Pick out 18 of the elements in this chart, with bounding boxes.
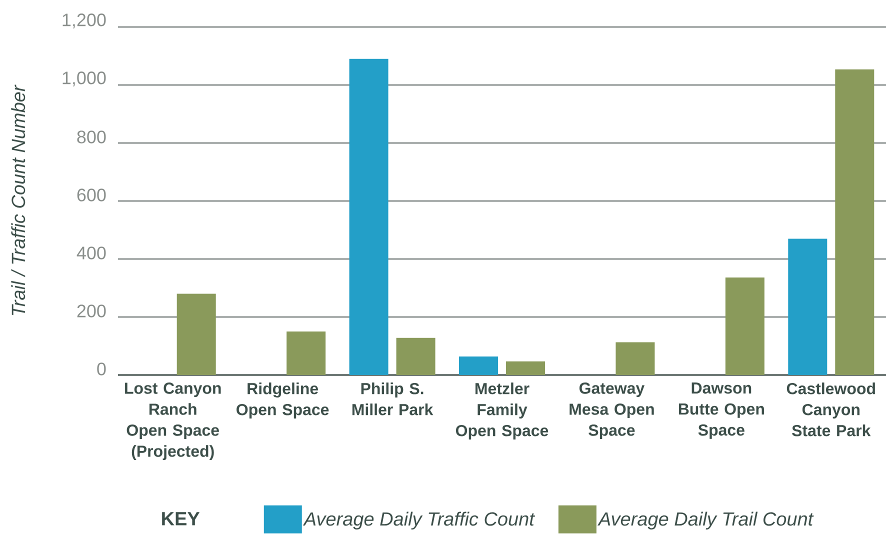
legend-label: Average Daily Trail Count — [598, 512, 814, 530]
x-tick-label: Lost Canyon Ranch Open Space (Projected) — [125, 382, 221, 460]
y-tick-label: 600 — [77, 188, 106, 202]
y-tick-label: 0 — [97, 362, 106, 376]
y-tick-label: 800 — [77, 130, 106, 144]
x-tick-label: Dawson Butte Open Space — [678, 382, 764, 439]
legend-title: KEY — [162, 512, 200, 526]
x-tick-label: Gateway Mesa Open Space — [570, 382, 654, 440]
y-axis-title: Trail / Traffic Count Number — [11, 84, 26, 316]
legend-label: Average Daily Traffic Count — [302, 512, 536, 530]
x-tick-label: Philip S. Miller Park — [352, 382, 434, 416]
y-tick-label: 400 — [76, 246, 106, 260]
y-tick-label: 1,200 — [62, 14, 106, 28]
x-tick-label: Castlewood Canyon State Park — [786, 382, 875, 436]
y-tick-label: 200 — [77, 304, 106, 318]
x-tick-label: Ridgeline Open Space — [236, 382, 329, 418]
y-tick-label: 1,000 — [62, 72, 106, 86]
x-tick-label: Metzler Family Open Space — [456, 382, 548, 440]
